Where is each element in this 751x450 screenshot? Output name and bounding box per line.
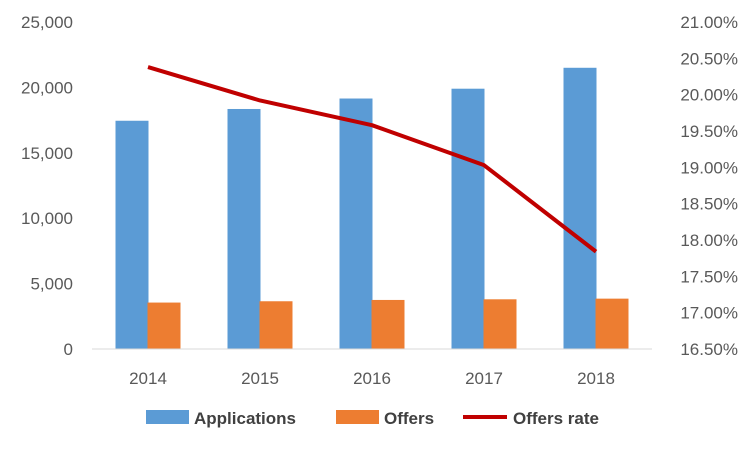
x-tick-label: 2017 [465, 369, 503, 388]
legend-label: Offers [384, 409, 434, 428]
left-y-tick-label: 25,000 [21, 13, 73, 32]
legend: Applications Offers Offers rate [146, 409, 599, 428]
right-y-tick-label: 18.00% [680, 231, 738, 250]
left-y-axis: 0 5,000 10,000 15,000 20,000 25,000 [21, 13, 73, 359]
x-tick-label: 2016 [353, 369, 391, 388]
x-tick-label: 2018 [577, 369, 615, 388]
offers-bar [595, 298, 629, 349]
offers-bar [371, 299, 405, 349]
right-y-tick-label: 21.00% [680, 13, 738, 32]
right-y-tick-label: 17.00% [680, 304, 738, 323]
left-y-tick-label: 0 [64, 340, 73, 359]
x-axis: 2014 2015 2016 2017 2018 [129, 369, 615, 388]
right-y-tick-label: 20.00% [680, 86, 738, 105]
right-y-tick-label: 18.50% [680, 195, 738, 214]
left-y-tick-label: 5,000 [30, 275, 73, 294]
applications-bar [227, 108, 261, 350]
offers-bar [483, 299, 517, 349]
offers-bar [147, 302, 181, 349]
applications-bar [563, 67, 597, 349]
applications-bar [115, 120, 149, 349]
legend-swatch [146, 410, 189, 424]
right-y-tick-label: 19.50% [680, 122, 738, 141]
right-y-tick-label: 20.50% [680, 49, 738, 68]
bar-series [115, 67, 629, 350]
legend-swatch [336, 410, 379, 424]
x-tick-label: 2015 [241, 369, 279, 388]
right-y-tick-label: 17.50% [680, 267, 738, 286]
left-y-tick-label: 20,000 [21, 78, 73, 97]
line-series [147, 65, 598, 254]
right-y-tick-label: 19.00% [680, 158, 738, 177]
left-y-tick-label: 15,000 [21, 144, 73, 163]
x-tick-label: 2014 [129, 369, 167, 388]
offers-bar [259, 301, 293, 349]
right-y-tick-label: 16.50% [680, 340, 738, 359]
legend-label: Offers rate [513, 409, 599, 428]
applications-bar [339, 98, 373, 349]
legend-label: Applications [194, 409, 296, 428]
left-y-tick-label: 10,000 [21, 209, 73, 228]
applications-bar [451, 88, 485, 349]
right-y-axis: 16.50% 17.00% 17.50% 18.00% 18.50% 19.00% 19.5… [680, 13, 738, 359]
